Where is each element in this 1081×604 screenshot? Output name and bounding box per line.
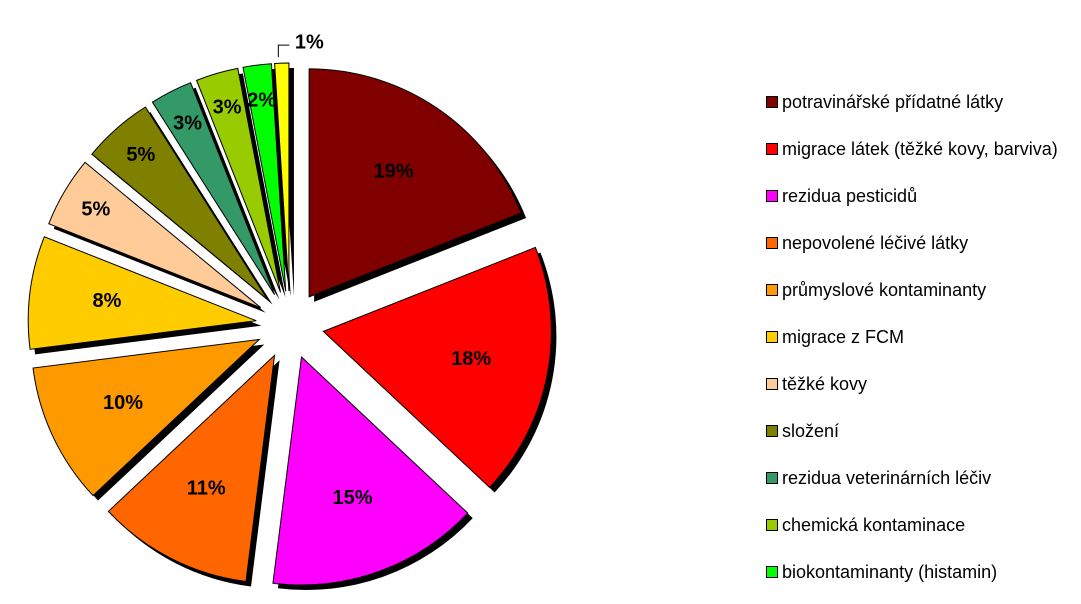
data-label: 1% <box>295 31 324 53</box>
slice <box>91 106 268 300</box>
legend-swatch <box>766 378 778 390</box>
legend-item: migrace z FCM <box>766 327 1076 347</box>
slice <box>32 338 261 497</box>
legend-label: biokontaminanty (histamin) <box>782 562 998 582</box>
legend-item: rezidua pesticidů <box>766 186 1076 206</box>
data-label: 2% <box>247 90 276 112</box>
slice <box>274 62 290 292</box>
legend-swatch <box>766 331 778 343</box>
slice <box>308 68 522 298</box>
legend-label: rezidua veterinárních léčiv <box>782 468 992 488</box>
legend-swatch <box>766 143 778 155</box>
leader-line <box>277 44 290 58</box>
legend-swatch <box>766 472 778 484</box>
slice <box>195 67 282 293</box>
legend-item: chemická kontaminace <box>766 515 1076 535</box>
legend-item: těžké kovy <box>766 374 1076 394</box>
legend-label: průmyslové kontaminanty <box>782 280 987 300</box>
legend-item: biokontaminanty (histamin) <box>766 562 1076 582</box>
data-label: 3% <box>213 97 242 119</box>
data-label: 19% <box>374 161 414 183</box>
slice <box>27 236 257 350</box>
legend-swatch <box>766 425 778 437</box>
legend-label: rezidua pesticidů <box>782 186 918 206</box>
slice <box>242 63 287 292</box>
legend-label: migrace z FCM <box>782 327 905 347</box>
legend-swatch <box>766 190 778 202</box>
legend-label: migrace látek (těžké kovy, barviva) <box>782 139 1058 159</box>
legend-swatch <box>766 284 778 296</box>
data-label: 10% <box>103 392 143 414</box>
data-label: 18% <box>451 348 491 370</box>
data-label: 8% <box>93 290 122 312</box>
legend-swatch <box>766 96 778 108</box>
legend-item: průmyslové kontaminanty <box>766 280 1076 300</box>
legend-swatch <box>766 566 778 578</box>
legend-item: nepovolené léčivé látky <box>766 233 1076 253</box>
slice <box>151 82 276 295</box>
data-label: 15% <box>332 487 372 509</box>
legend-item: migrace látek (těžké kovy, barviva) <box>766 139 1076 159</box>
slice <box>48 161 262 309</box>
slice <box>322 246 552 489</box>
legend-item: složení <box>766 421 1076 441</box>
data-label: 5% <box>81 198 110 220</box>
slice <box>272 355 469 586</box>
legend-label: potravinářské přídatné látky <box>782 92 1004 112</box>
data-label: 3% <box>173 112 202 134</box>
data-label: 5% <box>126 144 155 166</box>
legend-label: nepovolené léčivé látky <box>782 233 969 253</box>
slice <box>107 353 276 583</box>
legend-label: chemická kontaminace <box>782 515 966 535</box>
legend-swatch <box>766 237 778 249</box>
data-label: 11% <box>187 478 226 500</box>
legend-label: těžké kovy <box>782 374 868 394</box>
legend-item: rezidua veterinárních léčiv <box>766 468 1076 488</box>
legend-label: složení <box>782 421 840 441</box>
legend-item: potravinářské přídatné látky <box>766 92 1076 112</box>
legend-swatch <box>766 519 778 531</box>
